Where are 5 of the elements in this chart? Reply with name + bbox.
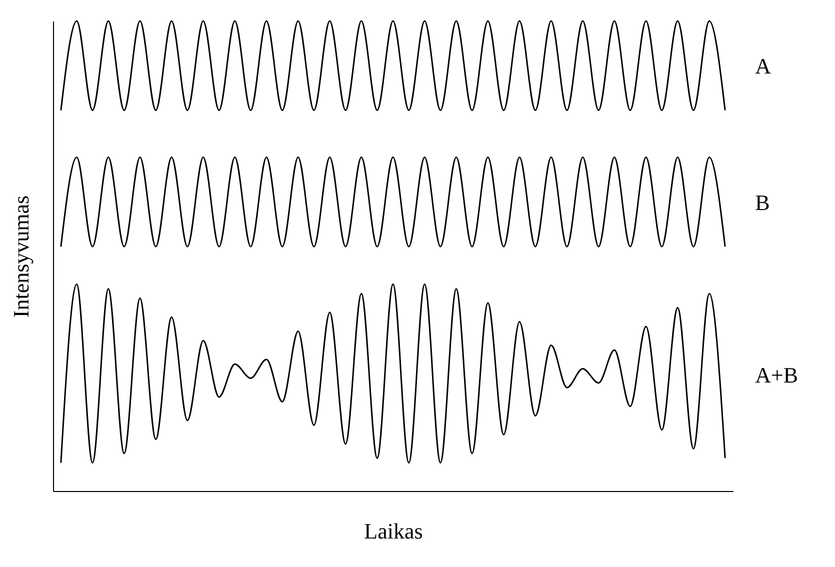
series-label: A [755, 54, 772, 79]
series-label: B [755, 190, 770, 215]
series-label: A+B [755, 362, 798, 388]
x-axis-title: Laikas [364, 518, 423, 544]
y-axis-title: Intensyvumas [8, 195, 34, 318]
